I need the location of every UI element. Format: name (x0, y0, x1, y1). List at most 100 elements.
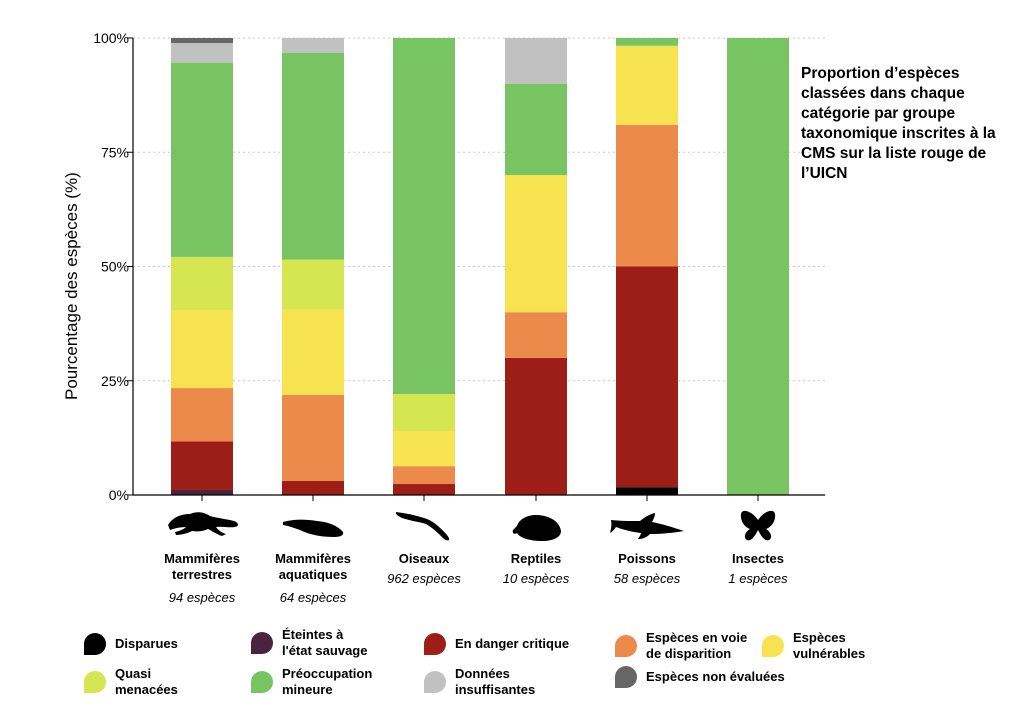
legend-label-line: En danger critique (455, 636, 570, 651)
legend-label-line: Espèces en voie (646, 630, 748, 645)
bar-segment (393, 431, 455, 467)
bar-segment (505, 38, 567, 84)
legend-item: Espèces vulnérables (762, 630, 865, 662)
bars (171, 38, 789, 495)
axes: 0% 25% 50% 75% 100% (93, 30, 825, 503)
bar-segment (171, 38, 233, 44)
legend-item: Espèces non évaluées (615, 666, 785, 688)
y-tick-label: 100% (93, 30, 129, 46)
whale-icon (283, 519, 344, 537)
bar-segment (282, 309, 344, 395)
legend-label: Espèces non évaluées (646, 669, 785, 685)
legend-item: Données insuffisantes (424, 666, 535, 698)
bar-segment (171, 256, 233, 311)
turtle-icon (512, 515, 561, 541)
bar-segment (727, 38, 789, 495)
legend-label: Espèces vulnérables (793, 630, 865, 662)
category-label: Poissons (582, 551, 712, 567)
bar-segment (171, 62, 233, 257)
legend-label-line: Éteintes à (282, 627, 344, 642)
legend-label-line: Espèces (793, 630, 846, 645)
legend-item: Éteintes à l'état sauvage (251, 627, 367, 659)
legend-swatch (424, 633, 446, 655)
category-count: 94 espèces (168, 590, 236, 605)
legend-label: Quasi menacées (115, 666, 178, 698)
legend-label-line: Espèces non évaluées (646, 669, 785, 684)
bar-segment (171, 43, 233, 63)
bar-segment (282, 52, 344, 260)
legend-label: Disparues (115, 636, 178, 652)
legend-swatch (251, 671, 273, 693)
bar-segment (393, 466, 455, 485)
y-tick-label: 50% (101, 259, 129, 275)
bar-segment (616, 124, 678, 267)
legend-label-line: mineure (282, 682, 333, 697)
bar-segment (171, 489, 233, 495)
shark-icon (610, 513, 684, 539)
legend-label-line: Disparues (115, 636, 178, 651)
bar-segment (393, 394, 455, 432)
chart-title: Proportion d’espèces classées dans chaqu… (801, 65, 996, 182)
bar-segment (616, 487, 678, 495)
category-name-line: Poissons (618, 551, 676, 566)
legend-label-line: menacées (115, 682, 178, 697)
legend-label-line: l'état sauvage (282, 643, 368, 658)
category-count: 64 espèces (279, 590, 347, 605)
legend-item: En danger critique (424, 633, 569, 655)
bar-segment (505, 83, 567, 176)
y-axis-label: Pourcentage des espèces (%) (62, 172, 81, 400)
legend-label: Préoccupation mineure (282, 666, 372, 698)
category-count: 10 espèces (502, 571, 570, 586)
category-name-line: terrestres (172, 567, 232, 582)
bar-segment (171, 441, 233, 490)
category-label: Oiseaux (359, 551, 489, 567)
category-label: Reptiles (471, 551, 601, 567)
category-name-line: Insectes (731, 551, 785, 566)
legend-label: Espèces en voie de disparition (646, 630, 747, 662)
bar-segment (282, 259, 344, 310)
bar-segment (505, 175, 567, 313)
category-name-line: aquatiques (278, 567, 348, 582)
bar-segment (393, 38, 455, 395)
category-label: Insectes (693, 551, 823, 567)
legend-label-line: vulnérables (793, 646, 866, 661)
legend-item: Disparues (84, 633, 178, 655)
legend-label-line: Données (455, 666, 510, 681)
legend-item: Préoccupation mineure (251, 666, 372, 698)
category-name-line: Reptiles (510, 551, 562, 566)
y-tick-label: 75% (101, 144, 129, 160)
legend-label-line: de disparition (646, 646, 732, 661)
y-tick-label: 0% (109, 487, 129, 503)
bar-segment (505, 312, 567, 358)
legend-swatch (84, 633, 106, 655)
bar-segment (282, 480, 344, 495)
legend-swatch (615, 635, 637, 657)
category-name-line: Mammifères (275, 551, 351, 566)
legend-swatch (251, 632, 273, 654)
legend-swatch (615, 666, 637, 688)
bar-segment (616, 266, 678, 488)
gridlines (133, 37, 825, 382)
legend-item: Espèces en voie de disparition (615, 630, 747, 662)
bar-segment (282, 38, 344, 53)
terrestrial-mammal-icon (168, 512, 238, 536)
category-label: Mammifères terrestres (137, 551, 267, 583)
category-name-line: Mammifères (164, 551, 240, 566)
legend-label-line: Préoccupation (282, 666, 373, 681)
bar-segment (171, 388, 233, 442)
legend-item: Quasi menacées (84, 666, 178, 698)
legend-label: Données insuffisantes (455, 666, 535, 698)
category-count: 962 espèces (387, 571, 461, 586)
category-name-line: Oiseaux (398, 551, 450, 566)
category-label: Mammifères aquatiques (248, 551, 378, 583)
butterfly-icon (740, 510, 776, 541)
y-tick-label: 25% (101, 373, 129, 389)
legend-label: En danger critique (455, 636, 569, 652)
legend-swatch (424, 671, 446, 693)
bar-segment (282, 394, 344, 481)
legend-label: Éteintes à l'état sauvage (282, 627, 367, 659)
bird-icon (395, 512, 450, 541)
category-count: 1 espèces (728, 571, 788, 586)
bar-segment (505, 357, 567, 495)
